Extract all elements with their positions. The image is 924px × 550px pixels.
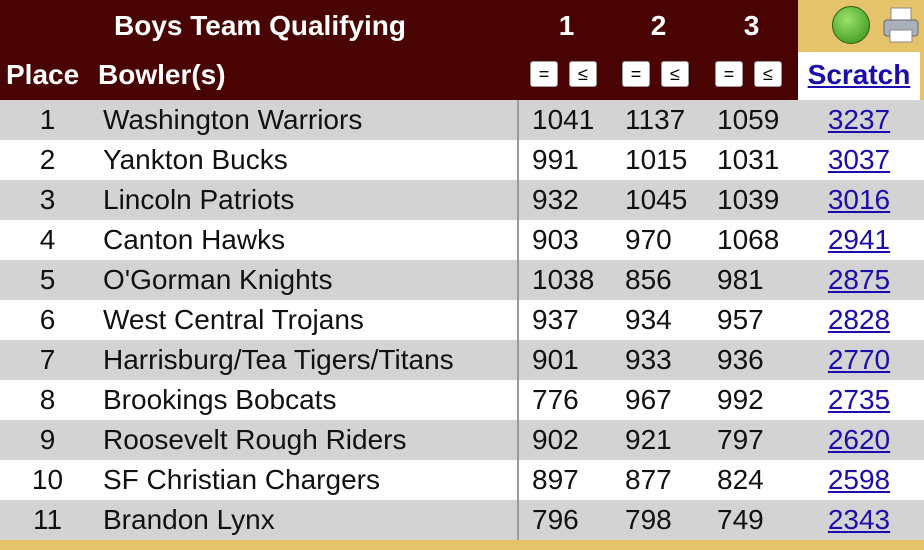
game-score: 776	[532, 384, 579, 415]
game-score: 1031	[717, 144, 780, 175]
game-score: 749	[717, 504, 764, 535]
title: Boys Team Qualifying	[114, 10, 406, 41]
place-header: Place	[6, 59, 80, 90]
scratch-total[interactable]: 2343	[827, 504, 891, 535]
game-score: 981	[717, 264, 764, 295]
game-score: 1039	[717, 184, 780, 215]
scratch-total[interactable]: 2620	[827, 424, 891, 455]
place: 9	[39, 424, 56, 455]
game-score: 824	[717, 464, 764, 495]
team-name: Lincoln Patriots	[103, 184, 295, 215]
scratch-total[interactable]: 3016	[827, 184, 891, 215]
row-bg	[0, 500, 924, 540]
game-score: 970	[625, 224, 672, 255]
row-bg	[0, 220, 924, 260]
team-name: Brandon Lynx	[103, 504, 275, 535]
game-score: 877	[625, 464, 672, 495]
game-score: 1137	[625, 104, 686, 135]
game-score: 903	[532, 224, 579, 255]
row-bg	[0, 140, 924, 180]
sort-le-button[interactable]: ≤	[754, 61, 782, 87]
game-score: 897	[532, 464, 579, 495]
game-score: 967	[625, 384, 672, 415]
scratch-total[interactable]: 2770	[827, 344, 891, 375]
game-score: 797	[717, 424, 764, 455]
game-score: 1041	[532, 104, 595, 135]
sort-equal-button[interactable]: =	[715, 61, 743, 87]
print-icon[interactable]	[882, 6, 920, 44]
scratch-total[interactable]: 2735	[827, 384, 891, 415]
place: 6	[39, 304, 56, 335]
game-score: 992	[717, 384, 764, 415]
row-bg	[0, 180, 924, 220]
game-score: 902	[532, 424, 579, 455]
team-name: SF Christian Chargers	[103, 464, 380, 495]
place: 4	[39, 224, 56, 255]
scratch-total[interactable]: 3237	[827, 104, 891, 135]
team-name: Roosevelt Rough Riders	[103, 424, 407, 455]
sort-le-button[interactable]: ≤	[569, 61, 597, 87]
game-score: 932	[532, 184, 579, 215]
place: 1	[39, 104, 56, 135]
bowler-header: Bowler(s)	[98, 59, 226, 90]
game-header: 3	[743, 10, 760, 41]
place: 7	[39, 344, 56, 375]
game-score: 991	[532, 144, 579, 175]
game-score: 901	[532, 344, 579, 375]
place: 11	[32, 504, 63, 535]
game-score: 856	[625, 264, 672, 295]
place: 8	[39, 384, 56, 415]
game-score: 933	[625, 344, 672, 375]
place: 3	[39, 184, 56, 215]
game-score: 1038	[532, 264, 595, 295]
row-bg	[0, 260, 924, 300]
team-name: Canton Hawks	[103, 224, 286, 255]
sort-equal-button[interactable]: =	[530, 61, 558, 87]
game-score: 798	[625, 504, 672, 535]
row-bg	[0, 300, 924, 340]
game-score: 1015	[625, 144, 688, 175]
sort-le-button[interactable]: ≤	[661, 61, 689, 87]
place: 10	[31, 464, 64, 495]
row-bg	[0, 460, 924, 500]
refresh-icon[interactable]	[832, 6, 870, 44]
team-name: Washington Warriors	[103, 104, 363, 135]
row-bg	[0, 420, 924, 460]
scratch-total[interactable]: 3037	[827, 144, 891, 175]
scratch-header[interactable]: Scratch	[807, 59, 911, 90]
game-score: 936	[717, 344, 764, 375]
game-header: 2	[650, 10, 667, 41]
game-header: 1	[558, 10, 575, 41]
scratch-total[interactable]: 2828	[827, 304, 891, 335]
scratch-total[interactable]: 2875	[827, 264, 891, 295]
team-name: Yankton Bucks	[103, 144, 288, 175]
column-divider	[517, 100, 519, 540]
row-bg	[0, 380, 924, 420]
game-score: 1068	[717, 224, 780, 255]
print-glyph	[883, 7, 919, 43]
team-name: Brookings Bobcats	[103, 384, 337, 415]
scratch-total[interactable]: 2941	[827, 224, 891, 255]
game-score: 934	[625, 304, 672, 335]
team-name: West Central Trojans	[103, 304, 364, 335]
game-score: 796	[532, 504, 579, 535]
row-bg	[0, 340, 924, 380]
place: 5	[39, 264, 56, 295]
scratch-total[interactable]: 2598	[827, 464, 891, 495]
game-score: 1045	[625, 184, 688, 215]
place: 2	[39, 144, 56, 175]
team-name: Harrisburg/Tea Tigers/Titans	[103, 344, 454, 375]
game-score: 937	[532, 304, 579, 335]
sort-equal-button[interactable]: =	[622, 61, 650, 87]
team-name: O'Gorman Knights	[103, 264, 333, 295]
scratch-header-bg	[798, 52, 920, 100]
game-score: 921	[625, 424, 672, 455]
game-score: 1059	[717, 104, 780, 135]
game-score: 957	[717, 304, 764, 335]
row-bg	[0, 100, 924, 140]
